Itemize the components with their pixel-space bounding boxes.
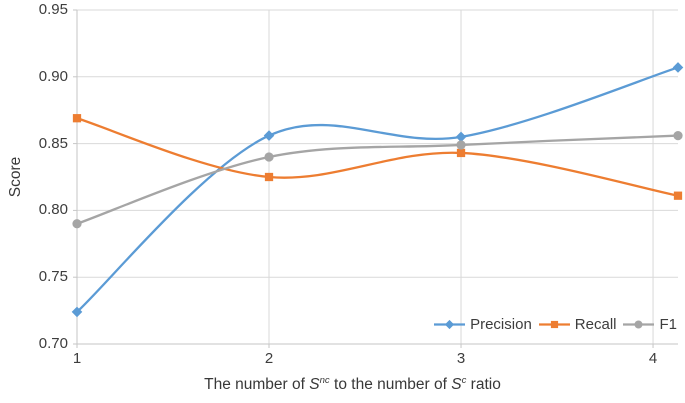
data-point-marker: [456, 148, 466, 158]
f1-legend-marker-icon: [623, 320, 655, 329]
y-tick-label: 0.80: [38, 201, 68, 219]
x-axis-title-superscript-2: c: [461, 374, 467, 386]
data-point-marker: [72, 219, 82, 229]
y-axis-title: Score: [7, 157, 25, 198]
recall-legend-marker-icon: [538, 320, 570, 329]
data-point-marker: [673, 130, 683, 141]
x-tick-label: 1: [72, 350, 82, 367]
x-axis-title-symbol-1: S: [309, 376, 320, 393]
series-line-recall: [75, 117, 680, 197]
legend-item-precision: Precision: [434, 316, 532, 333]
precision-legend-marker-icon: [434, 319, 466, 330]
legend-item-f1: F1: [623, 316, 677, 333]
series-line-precision: [75, 66, 680, 314]
data-point-marker: [550, 320, 558, 329]
data-point-marker: [456, 140, 466, 150]
legend-label-f1: F1: [659, 316, 677, 333]
y-axis-title-text: Score: [7, 156, 24, 198]
legend-item-recall: Recall: [538, 316, 617, 333]
data-point-marker: [264, 172, 274, 182]
y-tick-label: 0.70: [38, 335, 68, 352]
data-point-marker: [72, 114, 82, 123]
legend-label-recall: Recall: [574, 316, 617, 333]
y-tick-label: 0.95: [38, 1, 68, 18]
legend: Precision Recall F1: [434, 315, 677, 334]
legend-label-precision: Precision: [470, 316, 532, 333]
data-point-marker: [673, 191, 683, 200]
x-axis-title: The number of Snc to the number of Sc ra…: [20, 376, 685, 394]
x-axis-title-superscript-1: nc: [319, 374, 330, 386]
x-axis-title-text-prefix: The number of: [204, 376, 310, 393]
data-point-marker: [444, 319, 455, 330]
x-tick-label: 2: [264, 350, 274, 367]
data-point-marker: [71, 306, 83, 318]
y-tick-label: 0.85: [38, 134, 68, 152]
data-point-marker: [672, 62, 684, 73]
x-axis-title-text-suffix: ratio: [466, 376, 501, 393]
data-point-marker: [634, 320, 643, 329]
x-axis-title-text-middle: to the number of: [329, 376, 452, 393]
x-tick-label: 4: [648, 350, 658, 367]
data-point-marker: [264, 152, 274, 162]
data-point-marker: [263, 130, 275, 141]
y-tick-label: 0.75: [38, 268, 68, 286]
x-axis-title-symbol-2: S: [451, 376, 462, 393]
x-tick-label: 3: [456, 350, 466, 367]
series-line-f1: [75, 134, 680, 225]
data-point-marker: [455, 131, 467, 143]
y-tick-label: 0.90: [38, 67, 68, 85]
